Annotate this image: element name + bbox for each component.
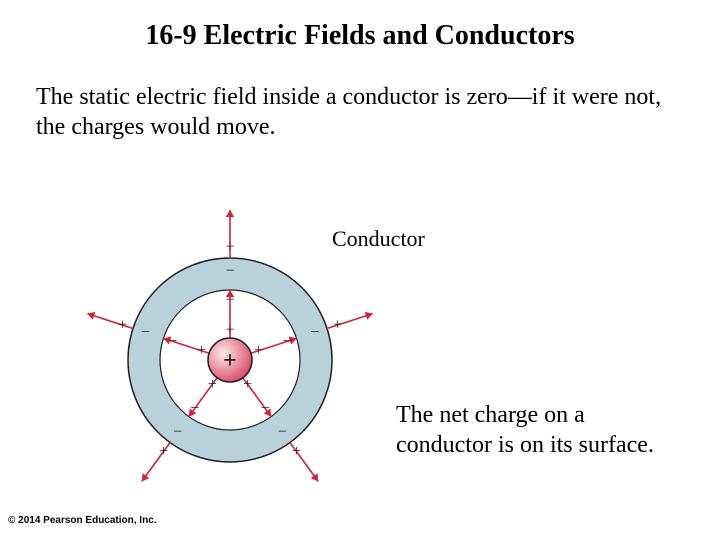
svg-text:+: +	[292, 443, 301, 460]
svg-text:+: +	[118, 317, 127, 334]
paragraph-conclusion: The net charge on a conductor is on its …	[396, 400, 656, 460]
svg-text:−: −	[225, 292, 234, 309]
diagram-svg: ++++++−−−−−−−−−−+++++	[80, 210, 380, 510]
svg-text:−: −	[261, 400, 270, 417]
svg-text:+: +	[254, 342, 263, 359]
svg-text:−: −	[278, 424, 287, 441]
svg-text:−: −	[310, 324, 319, 341]
svg-text:+: +	[223, 348, 237, 374]
conductor-diagram: ++++++−−−−−−−−−−+++++	[80, 210, 380, 510]
page-title: 16-9 Electric Fields and Conductors	[0, 0, 720, 82]
conductor-label: Conductor	[332, 226, 425, 252]
svg-text:−: −	[225, 263, 234, 280]
svg-text:+: +	[225, 239, 234, 256]
svg-text:+: +	[333, 317, 342, 334]
svg-text:−: −	[190, 400, 199, 417]
svg-text:−: −	[283, 333, 292, 350]
svg-text:−: −	[141, 324, 150, 341]
svg-text:+: +	[225, 322, 234, 339]
copyright: © 2014 Pearson Education, Inc.	[8, 515, 157, 526]
svg-text:−: −	[168, 333, 177, 350]
svg-text:+: +	[243, 376, 252, 393]
svg-text:+: +	[208, 376, 217, 393]
svg-text:+: +	[197, 342, 206, 359]
svg-text:−: −	[173, 424, 182, 441]
svg-text:+: +	[159, 443, 168, 460]
paragraph-intro: The static electric field inside a condu…	[0, 82, 720, 142]
